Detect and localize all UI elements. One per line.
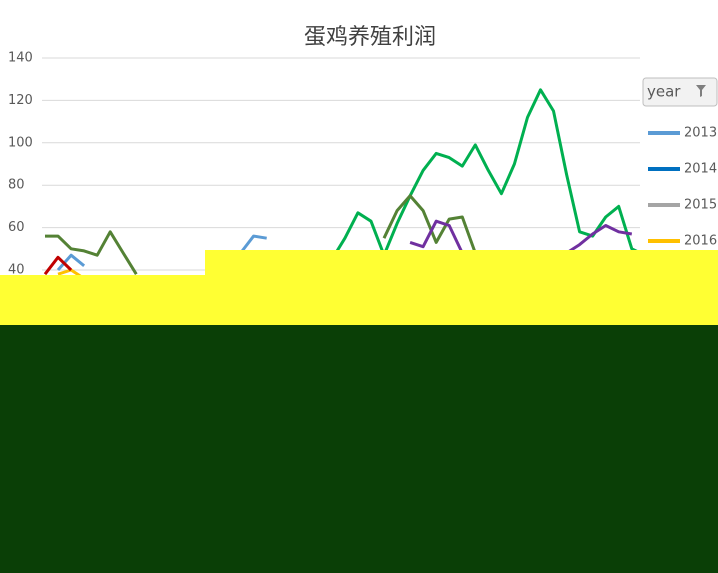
series-line <box>56 234 267 271</box>
corruption-band <box>205 250 718 276</box>
plot-area: 40 60 80 100 120 140 <box>8 51 685 280</box>
series-line <box>45 194 477 275</box>
y-tick-label: 40 <box>8 263 25 278</box>
legend-label: 2015 <box>684 198 717 213</box>
image-corruption <box>0 250 718 573</box>
y-tick-label: 80 <box>8 178 25 193</box>
y-tick-label: 100 <box>8 135 33 150</box>
legend: year 2013 2014 2015 2016 <box>642 77 718 249</box>
series-line <box>409 219 633 255</box>
corruption-block <box>0 325 718 573</box>
legend-label: 2014 <box>684 162 717 177</box>
series-line <box>330 88 659 261</box>
legend-title: year <box>647 83 681 101</box>
legend-label: 2013 <box>684 126 717 141</box>
chart-title: 蛋鸡养殖利润 <box>304 25 436 50</box>
corruption-band <box>0 275 718 326</box>
y-tick-label: 120 <box>8 93 33 108</box>
filter-icon <box>696 85 706 97</box>
y-tick-label: 60 <box>8 220 25 235</box>
y-tick-label: 140 <box>8 51 33 66</box>
legend-label: 2016 <box>684 234 717 249</box>
series-line <box>43 255 73 276</box>
